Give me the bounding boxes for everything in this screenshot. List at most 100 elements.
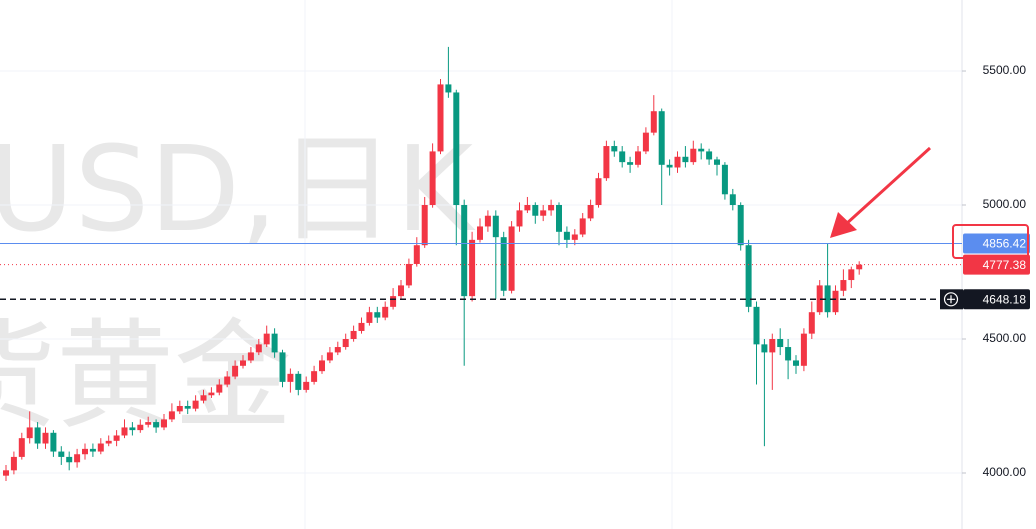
candle-body bbox=[405, 263, 412, 286]
candle-body bbox=[682, 156, 689, 163]
price-label: 4777.38 bbox=[983, 258, 1027, 272]
candle-body bbox=[413, 245, 420, 264]
candle-body bbox=[619, 151, 626, 163]
candle-body bbox=[445, 84, 452, 93]
y-tick-label: 5500.00 bbox=[983, 63, 1027, 77]
candle-body bbox=[461, 205, 468, 297]
candle-body bbox=[240, 360, 246, 366]
candle-body bbox=[469, 239, 476, 297]
candle-body bbox=[611, 146, 618, 152]
candle-body bbox=[429, 151, 436, 206]
candle-body bbox=[571, 234, 578, 240]
candle-body bbox=[579, 218, 586, 235]
candle-body bbox=[26, 427, 33, 439]
candle-body bbox=[635, 151, 641, 165]
price-label: 4648.18 bbox=[983, 292, 1027, 306]
candle-body bbox=[342, 338, 349, 348]
candle-body bbox=[721, 164, 728, 195]
candle-body bbox=[287, 373, 294, 382]
candle-body bbox=[437, 84, 444, 152]
candle-body bbox=[224, 376, 231, 385]
candle-body bbox=[82, 448, 88, 455]
candle-body bbox=[516, 210, 523, 227]
candle-body bbox=[548, 205, 555, 211]
candle-body bbox=[714, 159, 720, 165]
candle-body bbox=[793, 360, 799, 366]
candle-body bbox=[216, 384, 223, 393]
candle-body bbox=[145, 422, 152, 425]
y-tick-label: 4000.00 bbox=[983, 465, 1027, 479]
candle-body bbox=[492, 215, 499, 238]
candle-body bbox=[311, 371, 318, 382]
candle-body bbox=[627, 162, 634, 165]
price-label-bg bbox=[963, 233, 1030, 254]
candle-body bbox=[453, 92, 460, 206]
candle-body bbox=[390, 296, 397, 307]
candle-body bbox=[271, 333, 278, 353]
candle-body bbox=[690, 148, 697, 163]
candle-body bbox=[532, 205, 539, 216]
candle-body bbox=[18, 438, 25, 457]
candle-body bbox=[74, 454, 81, 463]
candle-body bbox=[319, 360, 325, 372]
price-label-bg bbox=[963, 254, 1030, 275]
candle-body bbox=[737, 205, 744, 246]
candle-body bbox=[358, 322, 365, 331]
candle-body bbox=[295, 373, 302, 390]
candle-body bbox=[824, 285, 831, 313]
price-label-bg bbox=[963, 289, 1030, 310]
candle-body bbox=[129, 427, 136, 431]
price-label: 4856.42 bbox=[983, 237, 1027, 251]
candle-body bbox=[650, 111, 657, 133]
candle-body bbox=[816, 285, 823, 313]
plot bbox=[0, 46, 962, 482]
candle-body bbox=[374, 312, 381, 318]
candle-body bbox=[350, 330, 357, 339]
candle-body bbox=[326, 352, 333, 361]
candle-body bbox=[42, 432, 49, 444]
candle-body bbox=[334, 347, 341, 353]
candle-body bbox=[176, 405, 183, 412]
candle-body bbox=[113, 435, 120, 441]
candle-body bbox=[800, 333, 807, 366]
candle-body bbox=[508, 226, 515, 291]
candle-body bbox=[232, 365, 239, 377]
candle-body bbox=[247, 352, 254, 361]
candle-body bbox=[666, 164, 673, 168]
candle-body bbox=[263, 333, 270, 345]
candle-body bbox=[563, 231, 570, 240]
candle-body bbox=[184, 405, 191, 409]
price-label-icon bbox=[947, 295, 955, 304]
candle-body bbox=[421, 205, 428, 246]
price-labels: 4000.00 4500.00 5000.00 5500.00 4856.42 4777.… bbox=[940, 63, 1030, 479]
candle-body bbox=[192, 400, 199, 409]
candle-body bbox=[398, 285, 404, 297]
candle-body bbox=[769, 338, 776, 353]
candle-body bbox=[500, 237, 507, 291]
candle-body bbox=[556, 205, 562, 232]
candle-body bbox=[58, 451, 65, 457]
candle-body bbox=[10, 456, 17, 471]
candle-body bbox=[168, 411, 175, 420]
candle-body bbox=[161, 419, 167, 428]
candle-body bbox=[587, 205, 594, 219]
candle-body bbox=[603, 146, 610, 179]
candle-body bbox=[366, 312, 373, 323]
watermark-text: USD,日K bbox=[0, 120, 476, 258]
candle-body bbox=[382, 306, 389, 318]
candle-body bbox=[674, 156, 681, 168]
candle-body bbox=[729, 194, 736, 206]
candle-body bbox=[3, 470, 9, 476]
candle-body bbox=[706, 151, 713, 160]
highlight-box bbox=[952, 224, 1029, 259]
candle-body bbox=[785, 347, 792, 361]
candle-body bbox=[808, 312, 815, 334]
candle-body bbox=[856, 264, 863, 270]
candle-body bbox=[153, 422, 160, 428]
candle-body bbox=[137, 424, 144, 431]
candle-body bbox=[753, 306, 760, 345]
candle-body bbox=[121, 427, 128, 436]
y-tick-label: 5000.00 bbox=[983, 197, 1027, 211]
